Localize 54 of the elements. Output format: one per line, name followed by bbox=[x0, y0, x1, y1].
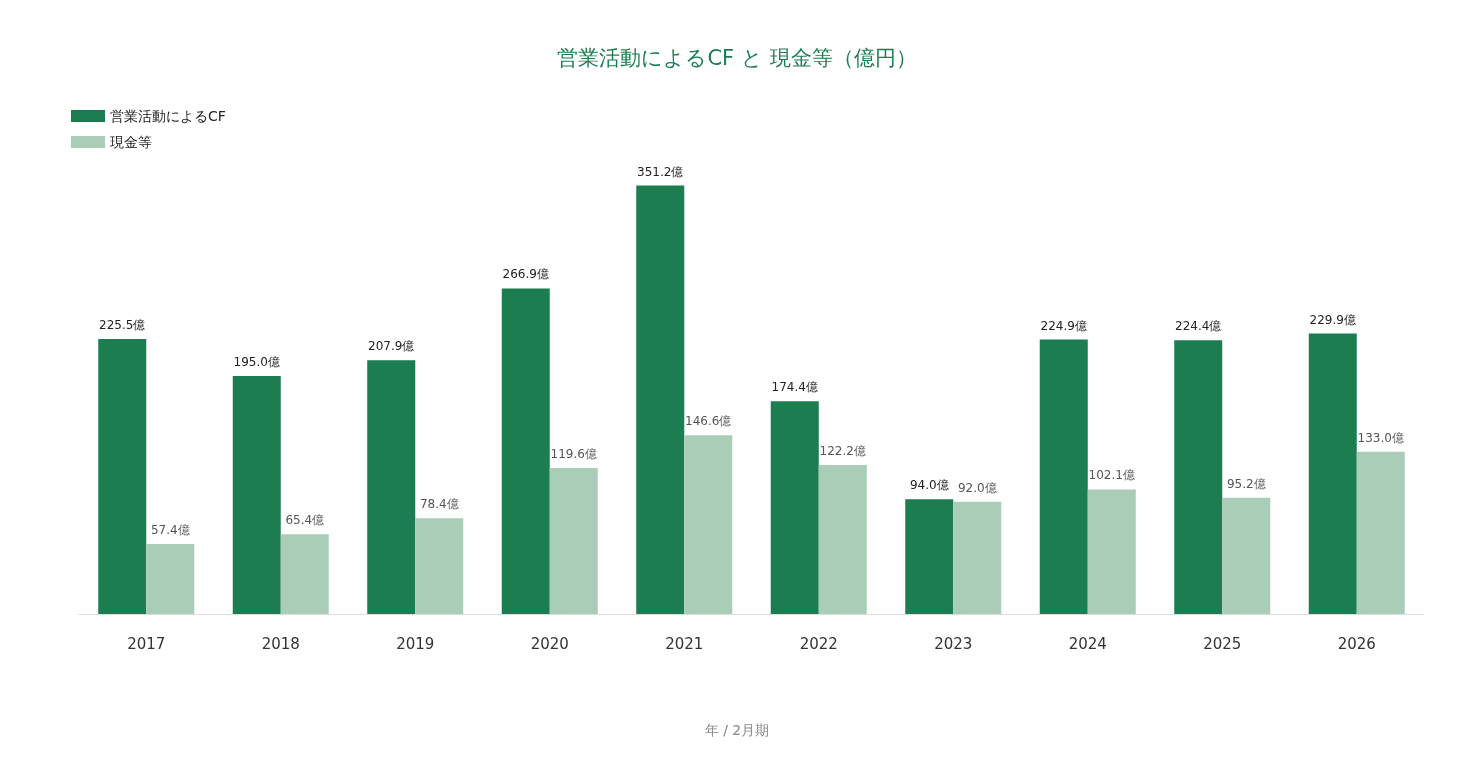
legend-label: 現金等 bbox=[110, 134, 152, 150]
bar bbox=[953, 501, 1002, 614]
bar bbox=[1356, 451, 1405, 614]
legend-label: 営業活動によるCF bbox=[110, 108, 226, 124]
bar bbox=[818, 464, 867, 614]
bar bbox=[98, 338, 147, 614]
data-label: 57.4億 bbox=[150, 522, 190, 537]
bar bbox=[1222, 497, 1271, 614]
data-label: 146.6億 bbox=[685, 414, 732, 429]
data-label: 207.9億 bbox=[368, 339, 415, 354]
chart-title: 営業活動によるCF と 現金等（億円） bbox=[557, 45, 917, 70]
x-tick-label: 2018 bbox=[261, 634, 300, 653]
data-label: 92.0億 bbox=[957, 480, 997, 495]
x-tick-label: 2019 bbox=[396, 634, 435, 653]
bar bbox=[280, 534, 329, 614]
text: 年 / 2月期 bbox=[704, 722, 770, 738]
data-label: 224.4億 bbox=[1175, 319, 1222, 334]
bar bbox=[636, 185, 685, 614]
x-tick-label: 2017 bbox=[127, 634, 166, 653]
data-label: 229.9億 bbox=[1309, 312, 1356, 327]
data-label: 95.2億 bbox=[1226, 476, 1266, 491]
x-tick-label: 2026 bbox=[1337, 634, 1376, 653]
data-label: 225.5億 bbox=[99, 317, 146, 332]
bar bbox=[770, 401, 819, 614]
x-tick-label: 2025 bbox=[1203, 634, 1242, 653]
bar bbox=[549, 468, 598, 614]
data-label: 195.0億 bbox=[233, 355, 280, 370]
data-label: 65.4億 bbox=[285, 513, 325, 528]
data-label: 133.0億 bbox=[1357, 430, 1404, 445]
bar bbox=[1039, 339, 1088, 614]
x-tick-label: 2022 bbox=[799, 634, 838, 653]
x-tick-label: 2021 bbox=[665, 634, 704, 653]
data-label: 122.2億 bbox=[819, 443, 866, 458]
bar bbox=[1308, 333, 1357, 614]
bar bbox=[905, 499, 954, 614]
x-tick-label: 2023 bbox=[934, 634, 973, 653]
x-tick-label: 2024 bbox=[1068, 634, 1107, 653]
data-label: 102.1億 bbox=[1088, 468, 1135, 483]
x-tick-label: 2020 bbox=[530, 634, 569, 653]
data-label: 266.9億 bbox=[502, 267, 549, 282]
bar bbox=[415, 518, 464, 614]
data-label: 174.4億 bbox=[771, 380, 818, 395]
data-label: 119.6億 bbox=[550, 447, 597, 462]
bar bbox=[501, 288, 550, 614]
bar bbox=[1087, 489, 1136, 614]
data-label: 94.0億 bbox=[909, 478, 949, 493]
bar bbox=[684, 435, 733, 614]
bar bbox=[367, 360, 416, 614]
data-label: 351.2億 bbox=[637, 164, 684, 179]
data-label: 224.9億 bbox=[1040, 318, 1087, 333]
data-label: 78.4億 bbox=[419, 497, 459, 512]
bar bbox=[146, 543, 195, 614]
bar bbox=[1174, 340, 1223, 614]
bar bbox=[232, 376, 281, 614]
